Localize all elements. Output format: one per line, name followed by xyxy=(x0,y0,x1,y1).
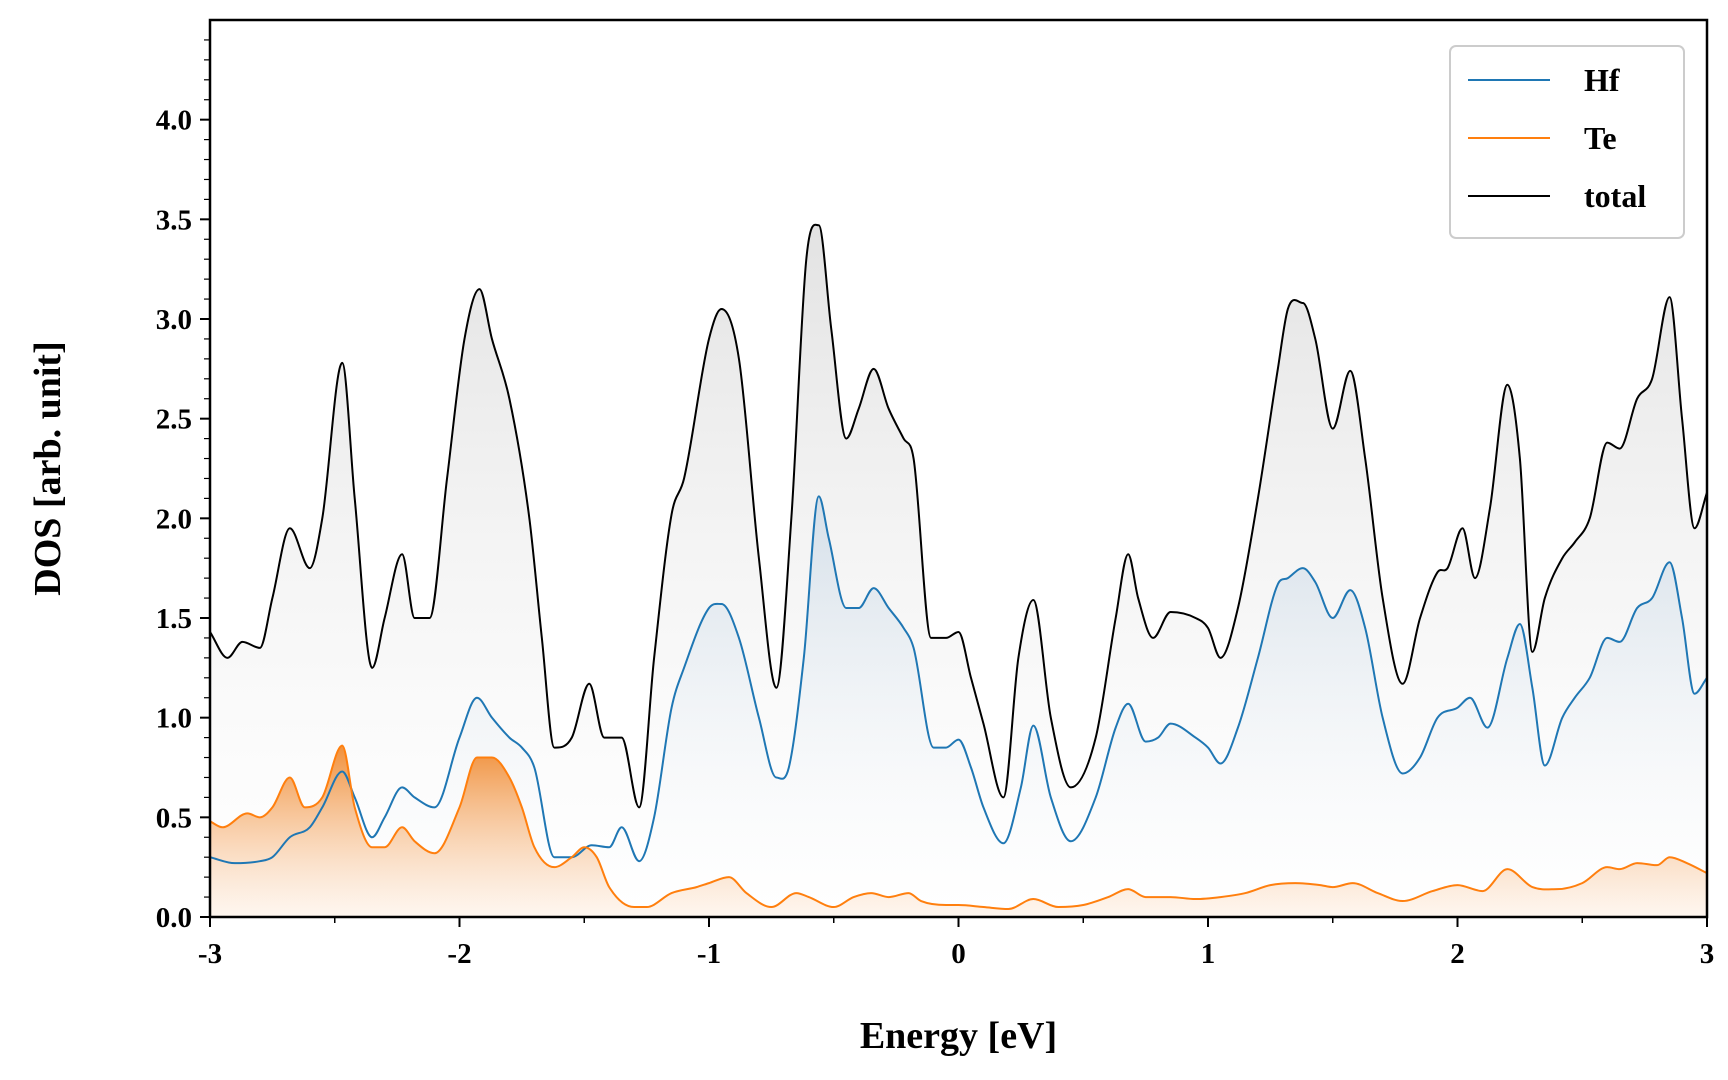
legend-label-hf: Hf xyxy=(1584,62,1620,98)
series-fills xyxy=(210,224,1707,917)
x-tick-label: 1 xyxy=(1201,938,1216,970)
x-tick-label: 2 xyxy=(1450,938,1465,970)
y-tick-label: 1.5 xyxy=(156,603,192,635)
y-tick-label: 3.5 xyxy=(156,204,192,236)
y-tick-label: 1.0 xyxy=(156,703,192,735)
line-total xyxy=(210,223,1707,809)
y-tick-label: 0.5 xyxy=(156,802,192,834)
line-hf xyxy=(210,495,1707,865)
y-tick-label: 3.0 xyxy=(156,304,192,336)
x-tick-label: -3 xyxy=(198,938,222,970)
y-tick-label: 4.0 xyxy=(156,105,192,137)
series-lines xyxy=(210,223,1707,911)
y-tick-label: 2.5 xyxy=(156,404,192,436)
area-te xyxy=(210,745,1707,917)
x-tick-label: -2 xyxy=(447,938,471,970)
axes: -3 -2 -1 0 1 2 3 0.0 0.5 1.0 1.5 2.0 2.5 3.0 3.5 4.0 Ene… xyxy=(27,18,1715,1057)
x-tick-label: 3 xyxy=(1700,938,1715,970)
legend-label-total: total xyxy=(1584,178,1646,214)
x-axis-title: Energy [eV] xyxy=(860,1015,1057,1057)
legend-box xyxy=(1449,45,1685,239)
x-tick-label: -1 xyxy=(697,938,721,970)
x-tick-label: 0 xyxy=(951,938,966,970)
y-axis-title: DOS [arb. unit] xyxy=(27,341,69,595)
area-hf xyxy=(210,496,1707,917)
y-tick-label: 0.0 xyxy=(156,902,192,934)
legend: Hf Te total xyxy=(1449,45,1685,239)
y-tick-label: 2.0 xyxy=(156,503,192,535)
legend-label-te: Te xyxy=(1584,120,1617,156)
line-te xyxy=(210,744,1707,911)
